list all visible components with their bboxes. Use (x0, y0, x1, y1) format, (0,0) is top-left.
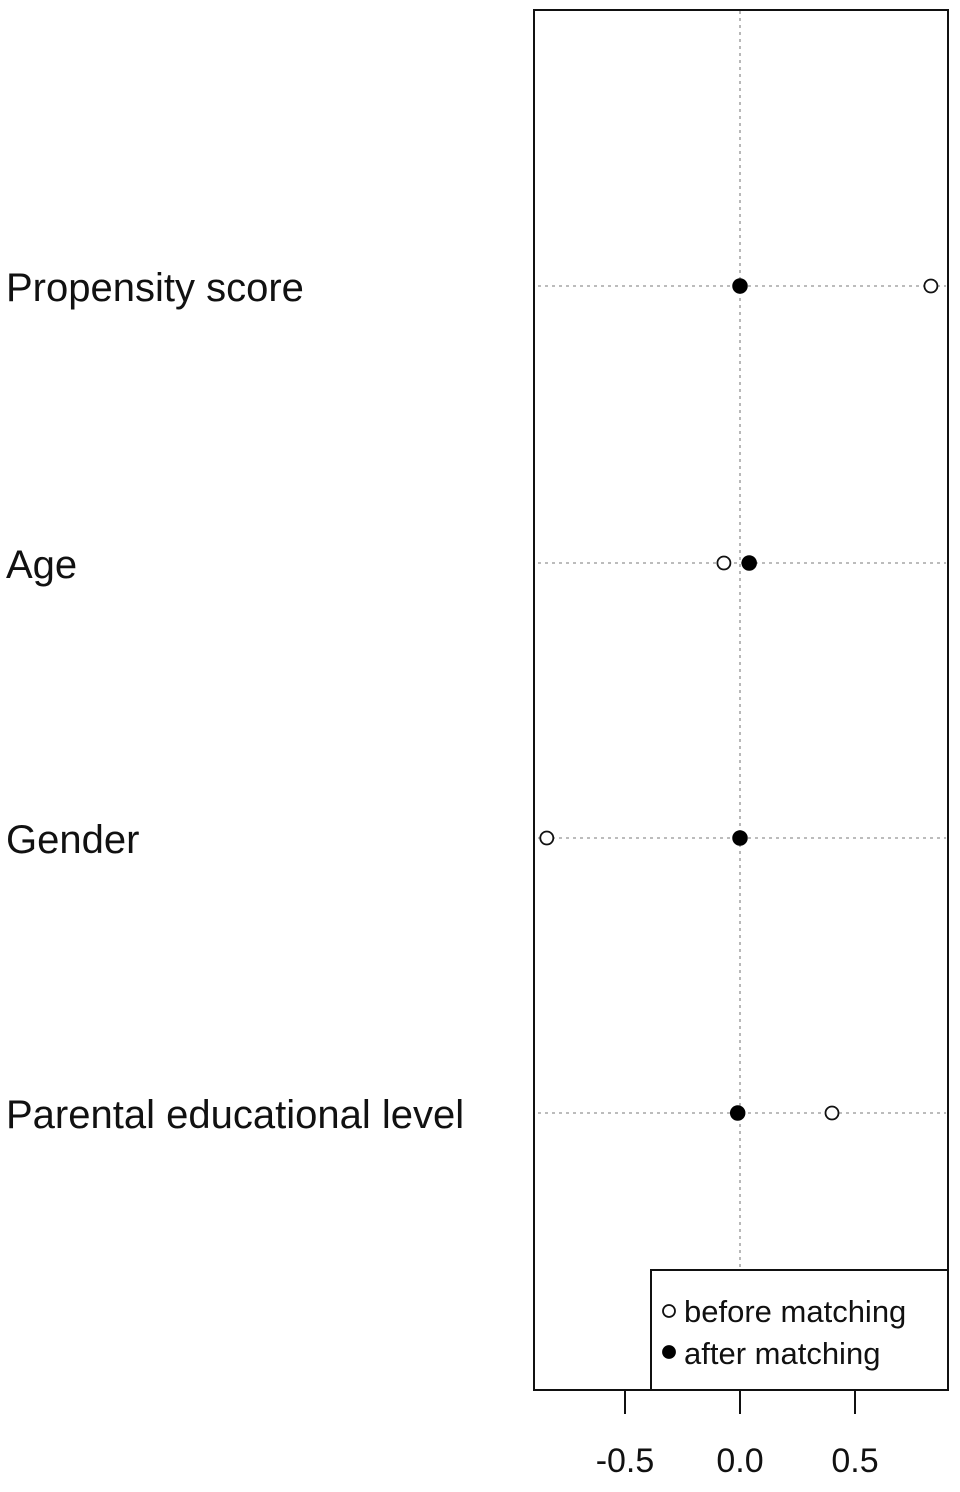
point-before-matching (923, 278, 939, 294)
point-after-matching (732, 278, 748, 294)
category-label: Age (6, 543, 77, 587)
category-label: Parental educational level (6, 1093, 464, 1137)
legend: before matching after matching (650, 1269, 949, 1391)
plot-frame (533, 9, 949, 1391)
category-label: Propensity score (6, 266, 304, 310)
points-layer (539, 278, 939, 1121)
point-before-matching (824, 1105, 840, 1121)
category-label: Gender (6, 818, 139, 862)
grid-layer (538, 11, 946, 1389)
legend-label-after: after matching (684, 1336, 880, 1371)
x-tick-label: 0.0 (716, 1442, 763, 1480)
point-after-matching (741, 555, 757, 571)
legend-label-before: before matching (684, 1294, 906, 1329)
legend-marker-after (662, 1345, 676, 1359)
legend-box (650, 1269, 949, 1391)
category-labels: Propensity score Age Gender Parental educat… (6, 266, 464, 1137)
x-axis: -0.5 0.0 0.5 (596, 1390, 879, 1480)
point-before-matching (539, 830, 555, 846)
legend-marker-before (662, 1304, 676, 1318)
x-tick-label: 0.5 (831, 1442, 878, 1480)
point-after-matching (732, 830, 748, 846)
x-tick-label: -0.5 (596, 1442, 655, 1480)
point-before-matching (716, 555, 732, 571)
point-after-matching (729, 1105, 746, 1121)
